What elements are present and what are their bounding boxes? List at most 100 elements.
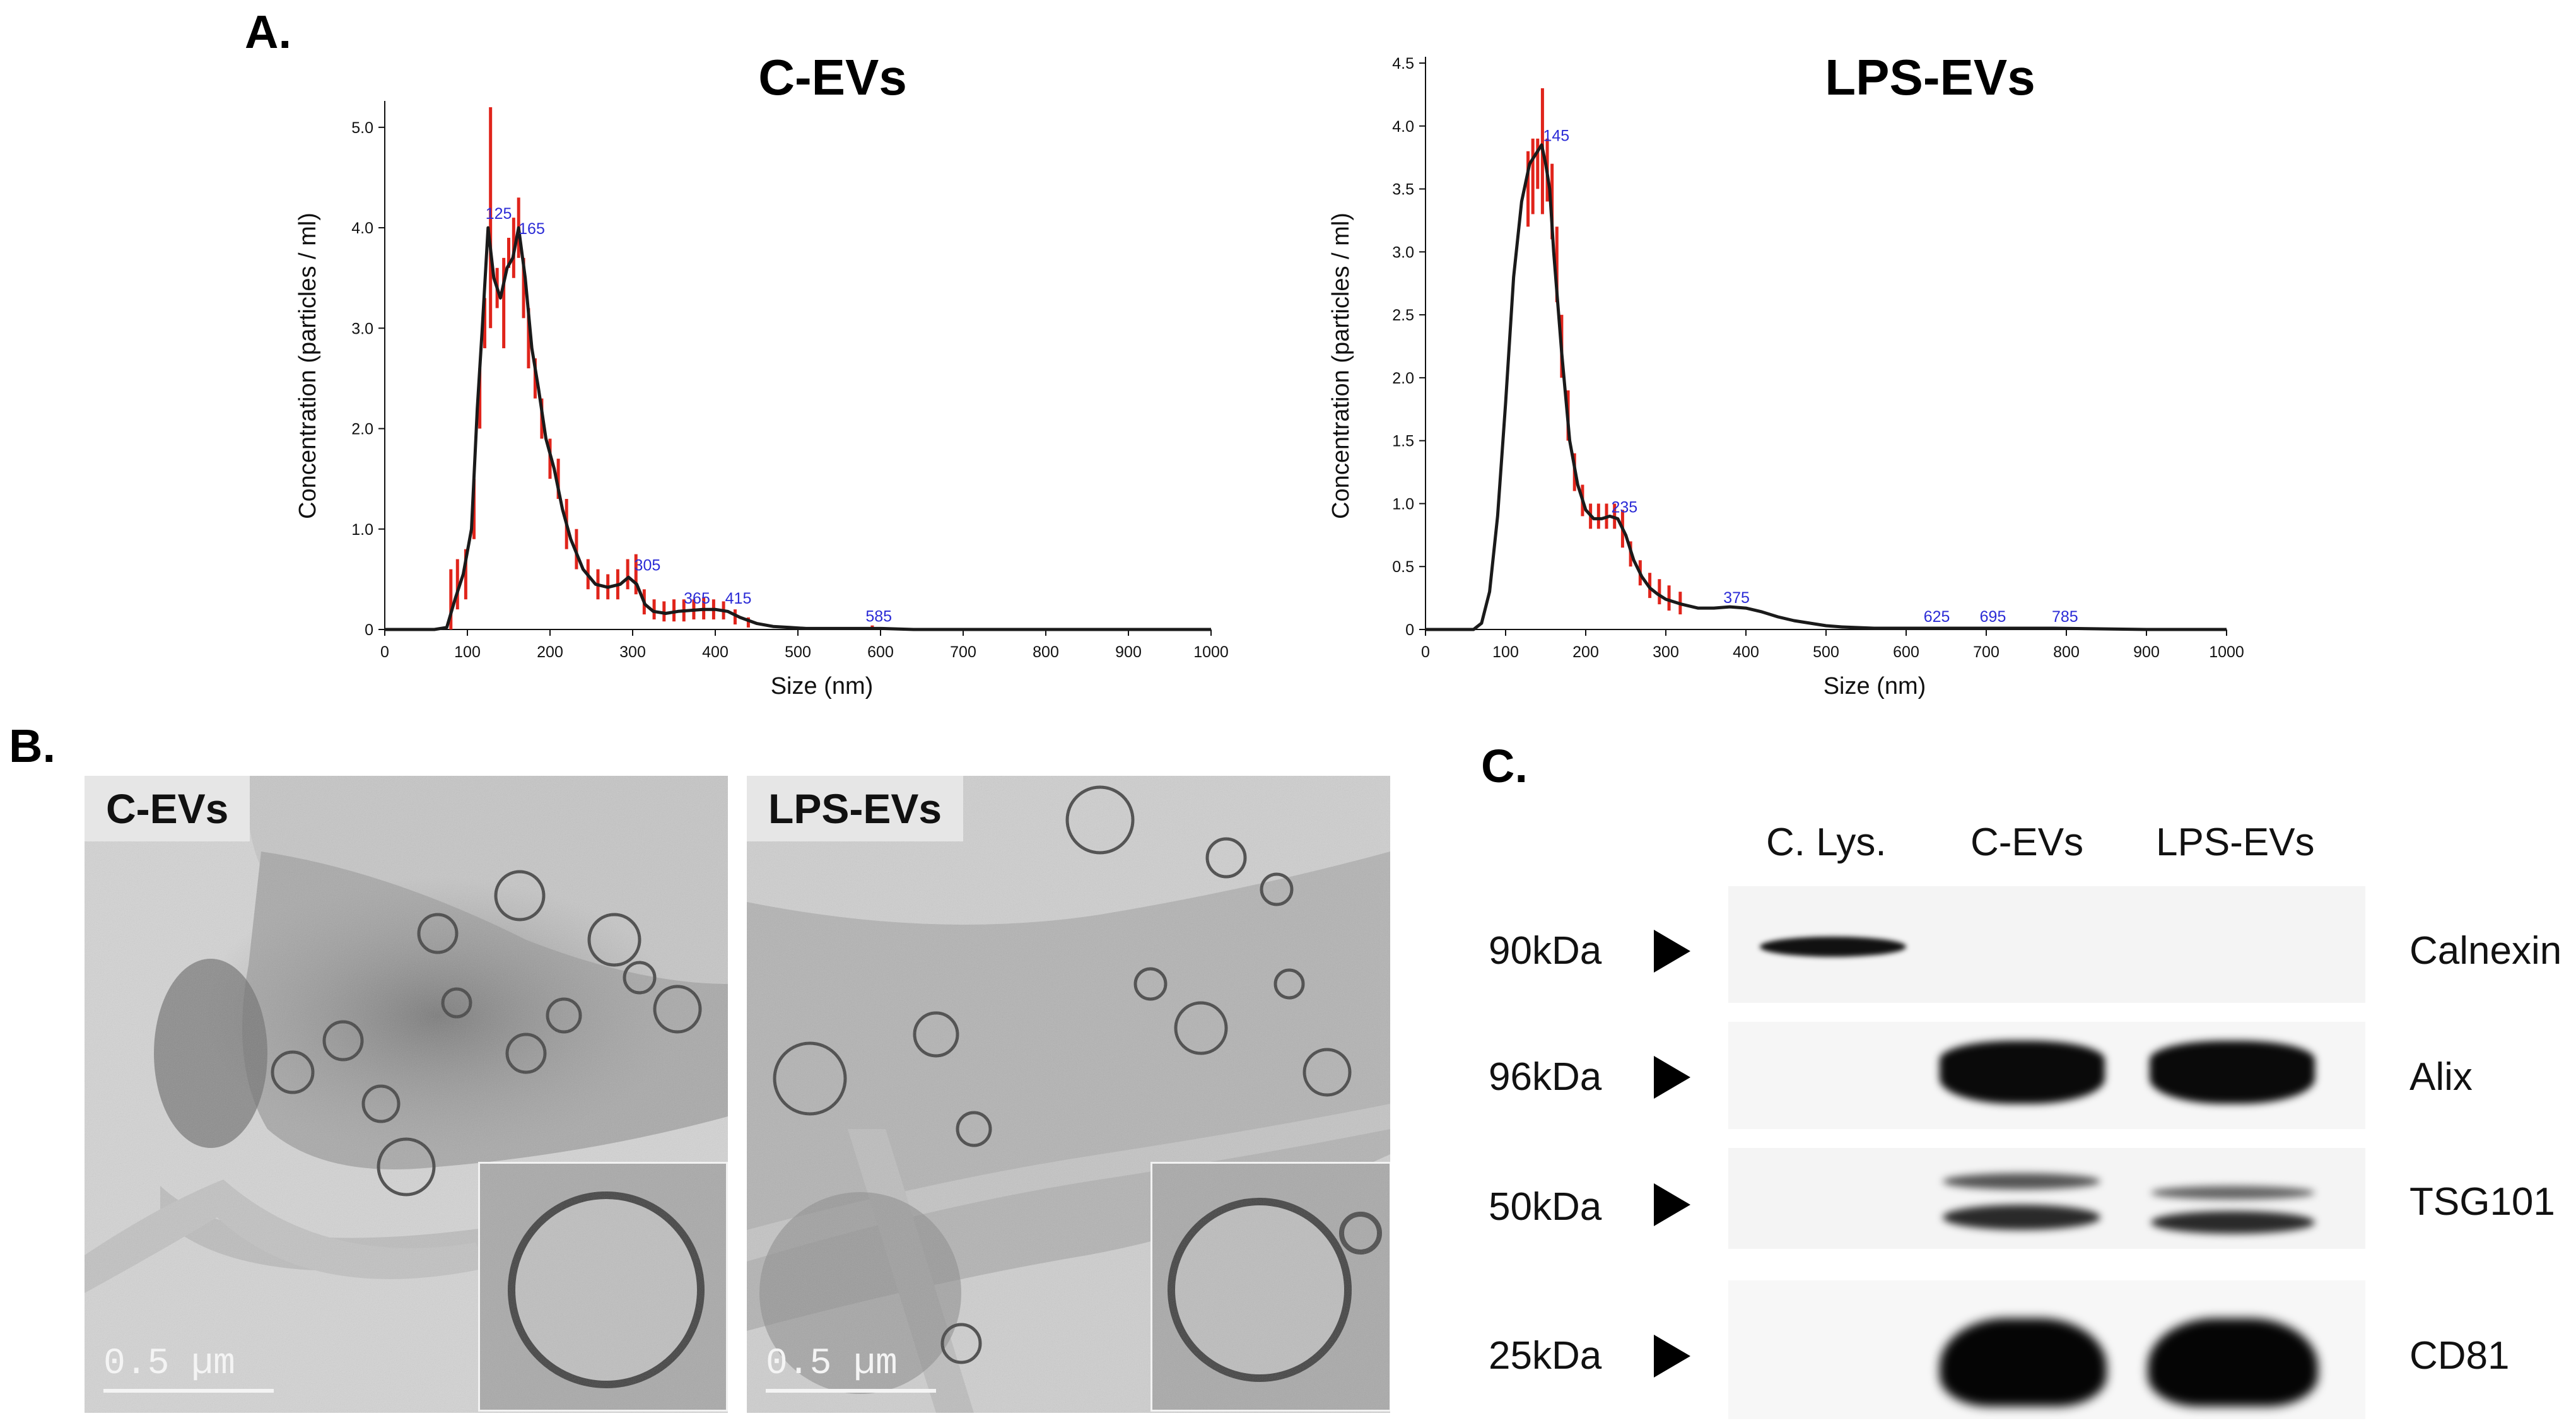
- tem-label-lps-evs: LPS-EVs: [747, 776, 964, 841]
- y-tick-label: 2.0: [351, 421, 373, 438]
- x-tick-label: 800: [1033, 643, 1059, 661]
- tem-label-c-evs: C-EVs: [85, 776, 250, 841]
- peak-label: 235: [1611, 498, 1637, 516]
- x-tick-label: 600: [867, 643, 894, 661]
- peak-label: 165: [518, 220, 545, 238]
- peak-label: 785: [2052, 608, 2078, 626]
- y-tick-label: 1.0: [351, 521, 373, 539]
- x-tick-label: 400: [702, 643, 729, 661]
- scale-bar: [766, 1389, 936, 1393]
- y-tick-label: 4.0: [1392, 118, 1414, 136]
- peak-label: 125: [486, 205, 512, 223]
- kda-label-alix: 96kDa: [1489, 1055, 1602, 1099]
- band: [2148, 1318, 2318, 1407]
- kda-label-cd81: 25kDa: [1489, 1334, 1602, 1378]
- x-tick-label: 400: [1733, 643, 1759, 661]
- protein-label-calnexin: Calnexin: [2409, 929, 2562, 973]
- x-tick-label: 100: [1492, 643, 1519, 661]
- y-tick-label: 0: [1405, 621, 1414, 639]
- y-axis-title: Concentration (particles / ml): [295, 213, 321, 519]
- series-line: [385, 226, 1211, 631]
- x-tick-label: 600: [1893, 643, 1919, 661]
- lane-label-lps-evs: LPS-EVs: [2156, 821, 2315, 864]
- arrow-marker: [1654, 1056, 1690, 1099]
- series-line: [1426, 143, 2227, 631]
- peak-label: 415: [725, 590, 752, 607]
- blot-strip-tsg101: [1728, 1148, 2365, 1249]
- chart-title: LPS-EVs: [1825, 49, 2035, 105]
- y-axis-title: Concentration (particles / ml): [1328, 213, 1354, 519]
- band: [2151, 1211, 2315, 1234]
- y-tick-label: 3.0: [1392, 243, 1414, 261]
- x-tick-label: 100: [454, 643, 481, 661]
- vesicle-inset: [480, 1164, 726, 1410]
- x-tick-label: 1000: [2209, 643, 2244, 661]
- tem-inset-c-evs: [478, 1162, 728, 1412]
- y-tick-label: 3.0: [351, 320, 373, 337]
- band: [1943, 1173, 2100, 1190]
- tem-image-lps-evs: LPS-EVs 0.5 µm: [747, 776, 1390, 1413]
- x-tick-label: 500: [785, 643, 811, 661]
- arrow-marker: [1654, 1183, 1690, 1226]
- x-tick-label: 200: [537, 643, 563, 661]
- kda-label-calnexin: 90kDa: [1489, 929, 1602, 973]
- y-tick-label: 5.0: [351, 119, 373, 137]
- x-tick-label: 800: [2053, 643, 2080, 661]
- band: [2151, 1186, 2315, 1200]
- blot-strip-cd81: [1728, 1280, 2365, 1419]
- x-tick-label: 200: [1572, 643, 1599, 661]
- x-tick-label: 900: [2133, 643, 2160, 661]
- protein-label-alix: Alix: [2409, 1055, 2473, 1099]
- y-tick-label: 2.5: [1392, 307, 1414, 324]
- x-tick-label: 700: [950, 643, 976, 661]
- peak-label: 365: [684, 590, 710, 607]
- x-tick-label: 300: [1653, 643, 1679, 661]
- protein-label-tsg101: TSG101: [2409, 1180, 2555, 1224]
- peak-label: 625: [1924, 608, 1950, 626]
- y-tick-label: 3.5: [1392, 181, 1414, 199]
- band: [1940, 1041, 2105, 1104]
- scale-bar-label: 0.5 µm: [766, 1343, 898, 1384]
- chart-title: C-EVs: [758, 49, 907, 105]
- panel-label-c: C.: [1481, 740, 1528, 792]
- tem-texture: [747, 776, 1390, 1413]
- nta-chart-c-evs: C-EVs 0 100 200 300 400 500 600 700 800 900 1000 0 1…: [295, 49, 1229, 699]
- panel-label-b: B.: [9, 720, 56, 772]
- plot-layer: 0 100 200 300 400 500 600 700 800 900 1000 0 1.0 2.0 3…: [351, 101, 1229, 661]
- y-tick-label: 2.0: [1392, 370, 1414, 387]
- plot-layer: 0 100 200 300 400 500 600 700 800 900 1000 0 0.5 1.0 1…: [1392, 55, 2244, 661]
- band: [1943, 1205, 2100, 1230]
- y-tick-label: 0.5: [1392, 558, 1414, 576]
- x-tick-label: 0: [380, 643, 389, 661]
- peak-label: 585: [865, 608, 892, 626]
- protein-label-cd81: CD81: [2409, 1334, 2510, 1378]
- x-axis-title: Size (nm): [771, 673, 874, 699]
- lane-label-c-evs: C-EVs: [1970, 821, 2084, 864]
- scale-bar-label: 0.5 µm: [103, 1343, 235, 1384]
- tem-image-c-evs: C-EVs 0.5 µm: [85, 776, 728, 1413]
- y-tick-label: 1.5: [1392, 433, 1414, 450]
- y-tick-label: 1.0: [1392, 495, 1414, 513]
- y-tick-label: 4.5: [1392, 55, 1414, 73]
- arrow-marker: [1654, 930, 1690, 973]
- x-tick-label: 500: [1813, 643, 1839, 661]
- scale-bar: [103, 1389, 274, 1393]
- x-tick-label: 1000: [1193, 643, 1229, 661]
- nta-chart-lps-evs: LPS-EVs 0 100 200 300 400 500 600 700 800 900 1000…: [1328, 49, 2244, 699]
- x-axis-title: Size (nm): [1824, 673, 1926, 699]
- y-tick-label: 0: [365, 621, 373, 639]
- band: [2150, 1041, 2315, 1104]
- peak-label: 375: [1723, 589, 1750, 607]
- arrow-marker: [1654, 1335, 1690, 1378]
- x-tick-label: 700: [1973, 643, 1999, 661]
- blot-strip-alix: [1728, 1022, 2365, 1129]
- x-tick-label: 0: [1421, 643, 1430, 661]
- blot-strip-calnexin: [1728, 886, 2365, 1003]
- x-tick-label: 900: [1115, 643, 1142, 661]
- vesicle-inset: [1152, 1164, 1390, 1410]
- kda-label-tsg101: 50kDa: [1489, 1185, 1602, 1229]
- peak-label: 305: [635, 556, 661, 574]
- x-tick-label: 300: [619, 643, 646, 661]
- band: [1940, 1318, 2107, 1407]
- lane-label-c-lys: C. Lys.: [1766, 821, 1887, 864]
